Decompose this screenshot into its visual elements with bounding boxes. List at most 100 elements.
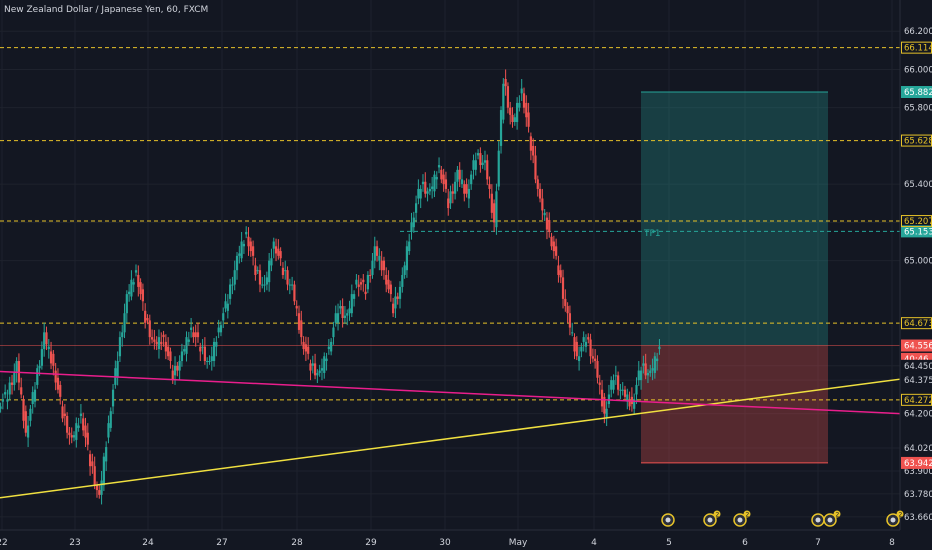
candle-body — [412, 217, 415, 228]
candle-body — [474, 160, 477, 170]
candle-body — [75, 423, 78, 440]
candle-body — [281, 267, 285, 275]
candle-body — [536, 179, 539, 189]
candle-body — [261, 284, 264, 286]
event-markers[interactable]: 2 2 2 2 — [661, 510, 904, 527]
candle-body — [116, 361, 119, 378]
candle-body — [424, 181, 427, 194]
level-label-box — [901, 134, 932, 147]
candle-body — [199, 346, 202, 352]
event-count-badge — [833, 510, 841, 518]
candle-body — [511, 114, 514, 123]
candle-body — [656, 358, 659, 362]
candle-body — [139, 282, 142, 295]
candle-body — [343, 315, 347, 318]
candle-body — [183, 349, 186, 352]
candle-body — [513, 117, 516, 123]
candle-body — [43, 332, 46, 350]
candle-body — [247, 236, 250, 247]
candle-body — [371, 260, 374, 275]
y-tick-label: 64.200 — [904, 410, 932, 420]
candle-body — [212, 341, 216, 362]
level-label-box — [901, 393, 932, 406]
candle-body — [587, 337, 590, 340]
candle-body — [506, 86, 510, 108]
event-count-text: 2 — [899, 512, 903, 519]
candle-body — [454, 181, 457, 194]
candle-body — [380, 260, 383, 271]
candle-body — [132, 282, 135, 285]
candle-body — [522, 93, 526, 108]
candle-body — [176, 365, 179, 371]
candle-body — [130, 279, 133, 297]
candle-body — [568, 313, 572, 328]
calendar-event-icon-dot — [707, 517, 713, 523]
x-tick-label: 29 — [365, 538, 377, 548]
candle-body — [364, 291, 367, 295]
candle-body — [419, 188, 422, 199]
candle-body — [291, 284, 294, 286]
candle-body — [118, 337, 122, 357]
candle-body — [623, 389, 627, 397]
candle-body — [38, 365, 41, 369]
candle-body — [109, 411, 112, 428]
level-label-text: 64.272 — [904, 396, 932, 406]
candle-body — [456, 169, 459, 182]
candle-body — [355, 279, 358, 285]
candle-body — [249, 241, 252, 252]
time-axis[interactable]: 22 23 24 27 28 29 30 May 4 5 6 7 8 — [0, 538, 895, 548]
candle-body — [362, 279, 365, 283]
candle-body — [589, 339, 592, 357]
candle-body — [612, 380, 615, 390]
event-count-badge — [713, 510, 721, 518]
candle-body — [394, 296, 397, 309]
candle-body — [437, 165, 441, 168]
candle-body — [573, 337, 576, 352]
candle-body — [467, 188, 470, 199]
candle-body — [359, 282, 363, 285]
candle-body — [472, 160, 475, 170]
candle-body — [392, 303, 395, 314]
trendlines[interactable] — [0, 370, 901, 499]
candle-body — [24, 411, 27, 433]
candle-body — [206, 361, 209, 363]
candle-body — [45, 332, 48, 345]
candle-body — [288, 284, 291, 286]
candle-body — [201, 346, 204, 348]
candle-body — [190, 327, 193, 330]
price-lower-label-box — [901, 374, 932, 387]
candle-body — [603, 396, 606, 414]
candle-body — [180, 351, 184, 362]
candle-body — [323, 356, 326, 373]
candle-body — [628, 399, 631, 407]
candle-body — [428, 188, 431, 192]
grid — [0, 0, 900, 530]
candle-body — [279, 251, 282, 259]
x-tick-label: 5 — [666, 538, 672, 548]
candle-body — [178, 361, 181, 371]
candle-body — [56, 377, 60, 390]
candle-body — [490, 193, 493, 213]
candle-body — [348, 308, 351, 314]
candle-body — [653, 356, 656, 373]
candle-body — [644, 363, 647, 376]
candle-body — [421, 181, 425, 185]
y-tick-label: 64.020 — [904, 444, 932, 454]
candle-body — [499, 110, 503, 146]
candle-body — [82, 418, 85, 431]
candle-body — [153, 339, 156, 342]
candle-body — [274, 246, 278, 254]
candle-body — [1, 399, 4, 402]
candle-body — [479, 153, 482, 166]
candle-body — [36, 368, 39, 385]
candle-body — [463, 184, 466, 194]
candle-body — [79, 413, 83, 416]
candle-body — [268, 260, 271, 283]
candle-body — [100, 480, 103, 495]
candle-body — [442, 174, 445, 185]
candle-body — [265, 277, 268, 285]
y-tick-label: 63.780 — [904, 490, 932, 500]
stop-label-box — [901, 456, 932, 469]
candle-body — [470, 174, 473, 185]
